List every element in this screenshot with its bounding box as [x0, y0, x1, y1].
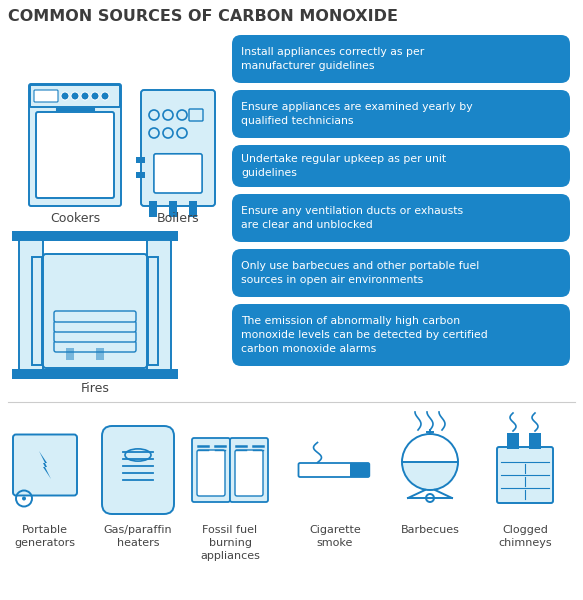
Text: Fires: Fires — [80, 382, 110, 395]
Text: COMMON SOURCES OF CARBON MONOXIDE: COMMON SOURCES OF CARBON MONOXIDE — [8, 9, 398, 24]
FancyBboxPatch shape — [141, 90, 215, 206]
FancyBboxPatch shape — [36, 112, 114, 198]
FancyBboxPatch shape — [298, 463, 352, 477]
Text: Clogged
chimneys: Clogged chimneys — [498, 525, 552, 548]
Circle shape — [22, 497, 26, 500]
FancyBboxPatch shape — [230, 438, 268, 502]
FancyBboxPatch shape — [30, 85, 120, 107]
FancyBboxPatch shape — [192, 438, 230, 502]
Bar — [149, 201, 157, 217]
Text: Undertake regular upkeep as per unit
guidelines: Undertake regular upkeep as per unit gui… — [241, 154, 446, 178]
Bar — [148, 257, 158, 365]
Text: Portable
generators: Portable generators — [15, 525, 76, 548]
FancyBboxPatch shape — [147, 240, 171, 370]
FancyBboxPatch shape — [232, 35, 570, 83]
FancyBboxPatch shape — [351, 463, 369, 477]
FancyBboxPatch shape — [232, 249, 570, 297]
FancyBboxPatch shape — [102, 426, 174, 514]
FancyBboxPatch shape — [34, 90, 58, 102]
FancyBboxPatch shape — [29, 84, 121, 206]
FancyBboxPatch shape — [232, 194, 570, 242]
FancyBboxPatch shape — [497, 447, 553, 503]
Bar — [12, 231, 178, 241]
FancyBboxPatch shape — [13, 434, 77, 496]
Text: The emission of abnormally high carbon
monoxide levels can be detected by certif: The emission of abnormally high carbon m… — [241, 316, 488, 353]
Bar — [529, 433, 541, 449]
Text: Ensure any ventilation ducts or exhausts
are clear and unblocked: Ensure any ventilation ducts or exhausts… — [241, 206, 463, 230]
Circle shape — [91, 92, 99, 100]
Bar — [169, 201, 177, 217]
Text: Only use barbecues and other portable fuel
sources in open air environments: Only use barbecues and other portable fu… — [241, 261, 479, 285]
Bar — [136, 157, 145, 163]
Polygon shape — [39, 451, 51, 479]
Text: Cookers: Cookers — [50, 212, 100, 225]
FancyBboxPatch shape — [43, 254, 147, 368]
FancyBboxPatch shape — [54, 321, 136, 332]
Text: Cigarette
smoke: Cigarette smoke — [309, 525, 361, 548]
FancyBboxPatch shape — [235, 450, 263, 496]
Bar — [12, 369, 178, 379]
Wedge shape — [402, 462, 458, 490]
FancyBboxPatch shape — [232, 145, 570, 187]
Text: Ensure appliances are examined yearly by
qualified technicians: Ensure appliances are examined yearly by… — [241, 102, 473, 126]
FancyBboxPatch shape — [197, 450, 225, 496]
Text: Gas/paraffin
heaters: Gas/paraffin heaters — [104, 525, 173, 548]
Text: Install appliances correctly as per
manufacturer guidelines: Install appliances correctly as per manu… — [241, 47, 424, 71]
Bar — [507, 433, 519, 449]
Text: Boilers: Boilers — [157, 212, 199, 225]
FancyBboxPatch shape — [232, 304, 570, 366]
FancyBboxPatch shape — [154, 154, 202, 193]
Bar — [96, 348, 104, 360]
Circle shape — [101, 92, 109, 100]
Circle shape — [81, 92, 89, 100]
Bar — [136, 172, 145, 178]
Circle shape — [71, 92, 79, 100]
Text: Barbecues: Barbecues — [401, 525, 459, 535]
FancyBboxPatch shape — [54, 331, 136, 342]
FancyBboxPatch shape — [54, 341, 136, 352]
Bar — [66, 348, 74, 360]
Circle shape — [61, 92, 69, 100]
Bar — [32, 257, 42, 365]
Text: Fossil fuel
burning
appliances: Fossil fuel burning appliances — [200, 525, 260, 560]
Bar — [189, 201, 197, 217]
FancyBboxPatch shape — [19, 240, 43, 370]
FancyBboxPatch shape — [232, 90, 570, 138]
FancyBboxPatch shape — [54, 311, 136, 322]
